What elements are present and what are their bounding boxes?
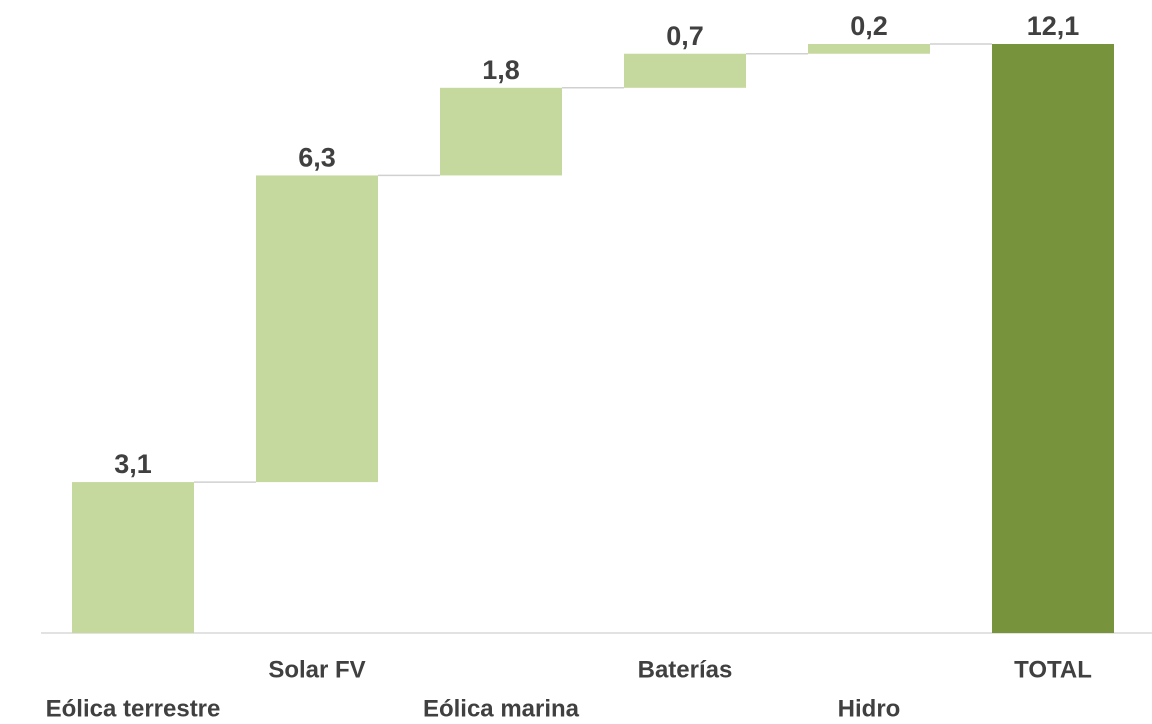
x-tick-label: Hidro: [838, 695, 901, 722]
bar: [808, 44, 930, 54]
bar: [624, 53, 746, 88]
value-label: 12,1: [1027, 11, 1080, 41]
bar: [72, 482, 194, 633]
bar: [992, 44, 1114, 633]
x-tick-label: Eólica terrestre: [46, 695, 221, 722]
x-tick-label: Solar FV: [268, 656, 365, 683]
value-label: 1,8: [482, 55, 520, 85]
x-tick-label: Baterías: [638, 656, 733, 683]
x-tick-label: Eólica marina: [423, 695, 580, 722]
bar: [256, 175, 378, 483]
bar: [440, 87, 562, 176]
value-label: 0,2: [850, 11, 888, 41]
value-label: 3,1: [114, 449, 152, 479]
x-tick-label: TOTAL: [1014, 656, 1092, 683]
value-label: 0,7: [666, 21, 704, 51]
value-label: 6,3: [298, 143, 336, 173]
